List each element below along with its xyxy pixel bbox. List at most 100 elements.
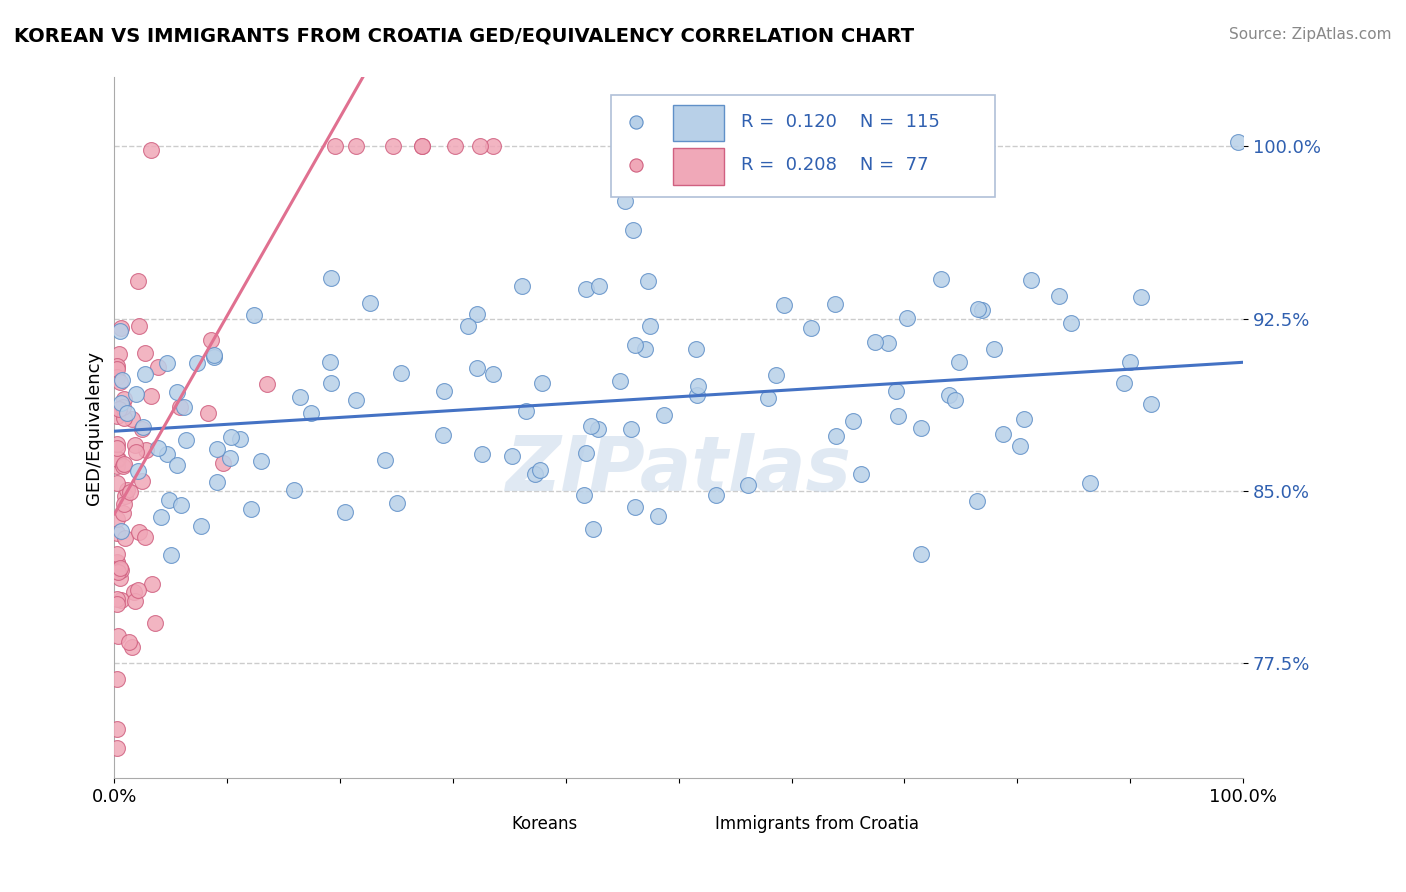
Point [382,139,405,153]
Point [122,585,145,599]
Point [970,303,993,318]
Point [288,390,311,404]
Point [125,387,148,401]
Point [110,373,132,387]
Point [825,429,848,443]
Point [105,359,128,373]
Point [1080,475,1102,490]
Point [638,318,661,333]
Point [166,384,188,399]
Point [169,400,191,414]
Point [299,406,322,420]
Point [105,476,128,491]
Point [134,530,156,544]
Point [128,524,150,539]
Point [131,422,153,436]
Point [318,355,340,369]
Point [141,143,163,157]
Point [910,547,932,561]
Point [910,421,932,435]
Point [105,441,128,455]
Bar [673,104,724,141]
Point [200,333,222,347]
Point [202,350,225,364]
Point [800,321,823,335]
Point [125,445,148,459]
Point [652,408,675,422]
Point [114,392,136,406]
Point [929,271,952,285]
Point [465,361,488,376]
Point [359,296,381,310]
Point [112,410,135,425]
Point [1010,439,1032,453]
Point [411,139,433,153]
Point [1060,316,1083,330]
Point [966,301,988,316]
Point [575,446,598,460]
Text: R =  0.120    N =  115: R = 0.120 N = 115 [741,112,939,130]
Point [243,308,266,322]
Point [624,284,647,298]
Point [111,400,134,414]
Point [105,597,128,611]
Point [737,477,759,491]
Y-axis label: GED/Equivalency: GED/Equivalency [86,351,103,505]
FancyBboxPatch shape [612,95,994,196]
Point [510,279,533,293]
Point [863,335,886,350]
Point [884,384,907,398]
Point [389,366,412,380]
Point [344,139,367,153]
Point [620,422,643,436]
Point [609,375,631,389]
Point [110,571,132,585]
Point [166,458,188,473]
Point [127,274,149,288]
Point [432,384,454,399]
Point [1129,289,1152,303]
Point [118,634,141,648]
Point [621,222,644,236]
Point [110,396,132,410]
Point [190,518,212,533]
Point [124,593,146,607]
Point [139,389,162,403]
Point [174,433,197,447]
Point [1119,355,1142,369]
Point [110,320,132,334]
Point [127,464,149,478]
Point [105,592,128,607]
Point [983,343,1005,357]
Point [943,393,966,408]
Point [121,411,143,425]
Point [112,458,135,473]
Point [118,484,141,499]
Point [1019,273,1042,287]
Point [205,442,228,456]
Point [112,497,135,511]
Point [471,447,494,461]
Point [105,672,128,686]
Point [1112,376,1135,391]
Point [107,452,129,467]
Point [647,508,669,523]
Point [105,451,128,466]
Point [613,194,636,208]
Point [887,409,910,423]
Point [105,547,128,561]
Point [633,343,655,357]
Point [588,279,610,293]
Point [1047,289,1070,303]
Point [127,583,149,598]
Point [105,370,128,384]
Point [150,510,173,524]
Point [157,492,180,507]
Point [173,400,195,414]
Point [432,427,454,442]
Point [685,342,707,356]
Point [121,640,143,654]
Point [128,318,150,333]
Point [114,490,136,504]
Point [107,565,129,579]
